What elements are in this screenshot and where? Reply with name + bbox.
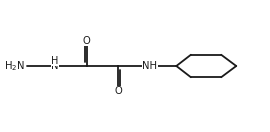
Text: O: O [83,36,90,46]
Text: H: H [51,56,59,66]
Text: O: O [114,86,122,96]
Text: NH: NH [143,61,157,71]
Text: N: N [51,61,59,71]
Text: H$_2$N: H$_2$N [4,59,25,73]
